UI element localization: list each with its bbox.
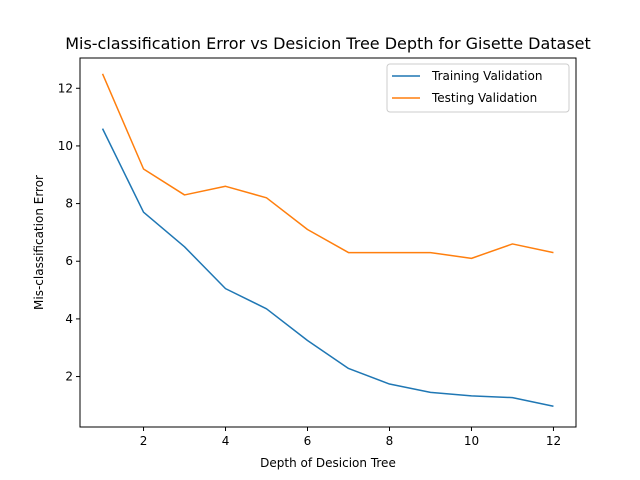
data-point	[102, 73, 104, 75]
data-point	[225, 185, 227, 187]
plot-frame	[79, 57, 577, 428]
x-tick-label: 4	[222, 434, 230, 448]
x-tick-label: 8	[386, 434, 394, 448]
x-tick-label: 2	[140, 434, 148, 448]
x-tick-label: 12	[546, 434, 561, 448]
data-point	[348, 368, 350, 370]
data-point	[471, 395, 473, 397]
x-tick-label: 10	[464, 434, 479, 448]
y-axis-label: Mis-classification Error	[32, 175, 46, 310]
data-point	[553, 252, 555, 254]
data-point	[307, 229, 309, 231]
y-tick-label: 8	[65, 197, 73, 211]
legend-label-training: Training Validation	[431, 69, 542, 83]
data-point	[143, 168, 145, 170]
data-point	[348, 252, 350, 254]
data-point	[430, 392, 432, 394]
series-line-testing	[101, 73, 554, 260]
data-point	[184, 246, 186, 248]
data-point	[430, 252, 432, 254]
series-lines	[101, 73, 555, 407]
y-tick-label: 6	[65, 254, 73, 268]
data-point	[102, 128, 104, 130]
data-point	[266, 197, 268, 199]
x-axis-label: Depth of Desicion Tree	[260, 456, 396, 470]
y-tick-label: 12	[58, 81, 73, 95]
y-tick-label: 2	[65, 370, 73, 384]
data-point	[184, 194, 186, 196]
data-point	[225, 288, 227, 290]
data-point	[266, 308, 268, 310]
data-point	[307, 340, 309, 342]
data-point	[553, 405, 555, 407]
data-point	[389, 383, 391, 385]
data-point	[389, 252, 391, 254]
chart-title: Mis-classification Error vs Desicion Tre…	[65, 34, 591, 53]
data-point	[512, 243, 514, 245]
legend-label-testing: Testing Validation	[431, 91, 537, 105]
series-line-training	[101, 128, 554, 407]
data-point	[143, 211, 145, 213]
y-tick-label: 10	[58, 139, 73, 153]
legend-box	[386, 63, 570, 113]
axis-ticks: 2 4 6 8 10 12 2 4 6 8 10 12	[58, 81, 561, 448]
data-point	[512, 397, 514, 399]
plot-area	[80, 58, 576, 427]
legend: Training Validation Testing Validation	[386, 63, 570, 113]
x-tick-label: 6	[304, 434, 312, 448]
data-point	[471, 258, 473, 260]
y-tick-label: 4	[65, 312, 73, 326]
